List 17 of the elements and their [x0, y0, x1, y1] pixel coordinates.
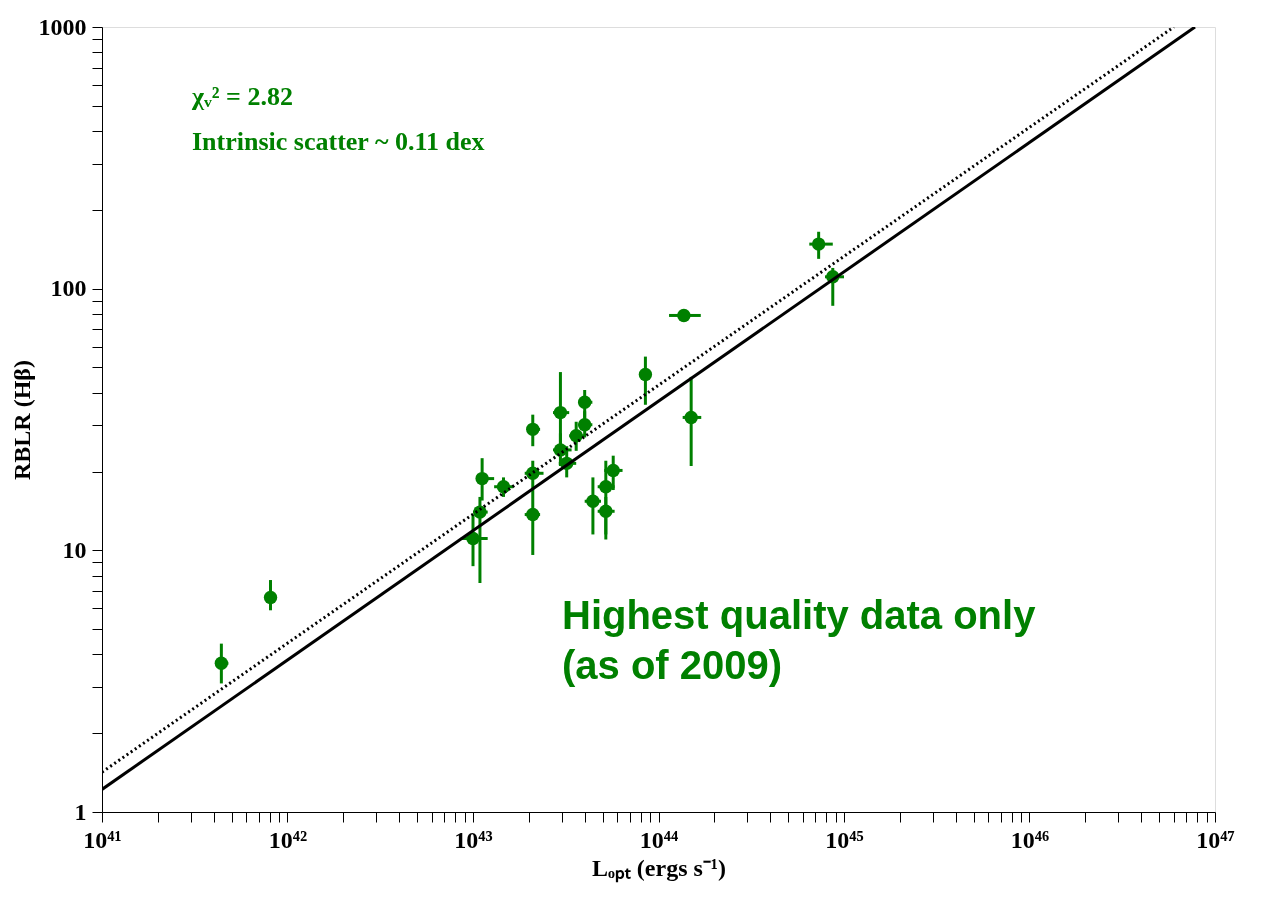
x-tick-label: 10⁴⁴ — [639, 826, 679, 853]
x-tick-label: 10⁴¹ — [83, 826, 122, 853]
x-tick-label: 10⁴⁵ — [825, 826, 864, 853]
x-axis-title: Lₒₚₜ (ergs s⁻¹) — [591, 854, 727, 883]
y-tick-label: 100 — [50, 275, 87, 302]
x-tick-label: 10⁴⁶ — [1010, 826, 1050, 853]
x-tick-label: 10⁴² — [268, 826, 308, 853]
annotation: (as of 2009) — [562, 643, 783, 687]
y-tick-label: 1000 — [38, 13, 87, 40]
annotation: Highest quality data only — [562, 593, 1037, 637]
y-tick-label: 10 — [62, 536, 87, 563]
annotation: Intrinsic scatter ~ 0.11 dex — [192, 127, 485, 156]
y-tick-label: 1 — [74, 798, 87, 825]
y-axis-title: RBLR (Hβ) — [8, 360, 35, 480]
annotation: χᵥ² = 2.82 — [191, 82, 293, 111]
x-tick-label: 10⁴⁷ — [1196, 826, 1235, 853]
x-tick-label: 10⁴³ — [454, 826, 493, 853]
